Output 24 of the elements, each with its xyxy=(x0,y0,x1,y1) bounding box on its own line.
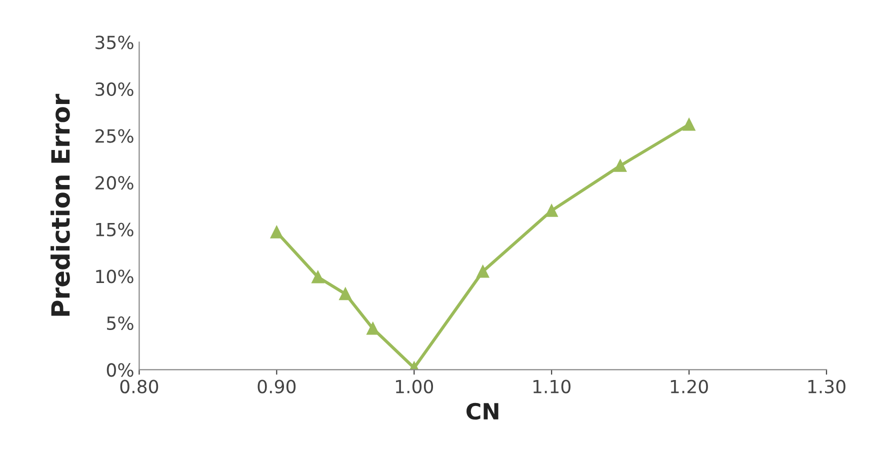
x-tick-label: 1.20 xyxy=(670,380,708,394)
point xyxy=(614,159,627,172)
y-axis-title: Prediction Error xyxy=(50,94,70,316)
x-axis-title: CN xyxy=(466,402,498,420)
point xyxy=(312,270,324,284)
x-tick-label: 1.00 xyxy=(396,380,434,394)
point xyxy=(545,204,558,217)
point xyxy=(339,288,352,300)
point xyxy=(682,118,696,131)
x-tick-label: 0.80 xyxy=(120,380,158,394)
y-tick-label: 35% xyxy=(96,36,134,50)
point xyxy=(270,226,283,238)
point xyxy=(366,322,380,335)
x-tick-label: 1.30 xyxy=(808,380,846,394)
y-tick-label: 25% xyxy=(96,129,134,143)
y-tick-label: 15% xyxy=(96,222,134,236)
y-tick-label: 0% xyxy=(106,363,134,377)
x-tick-label: 0.90 xyxy=(258,380,296,394)
y-tick-label: 30% xyxy=(96,82,134,96)
y-tick-label: 5% xyxy=(107,316,134,330)
point xyxy=(476,265,490,278)
x-tick-label: 1.10 xyxy=(533,380,570,394)
y-tick-label: 20% xyxy=(96,176,134,190)
y-tick-label: 10% xyxy=(96,270,134,284)
